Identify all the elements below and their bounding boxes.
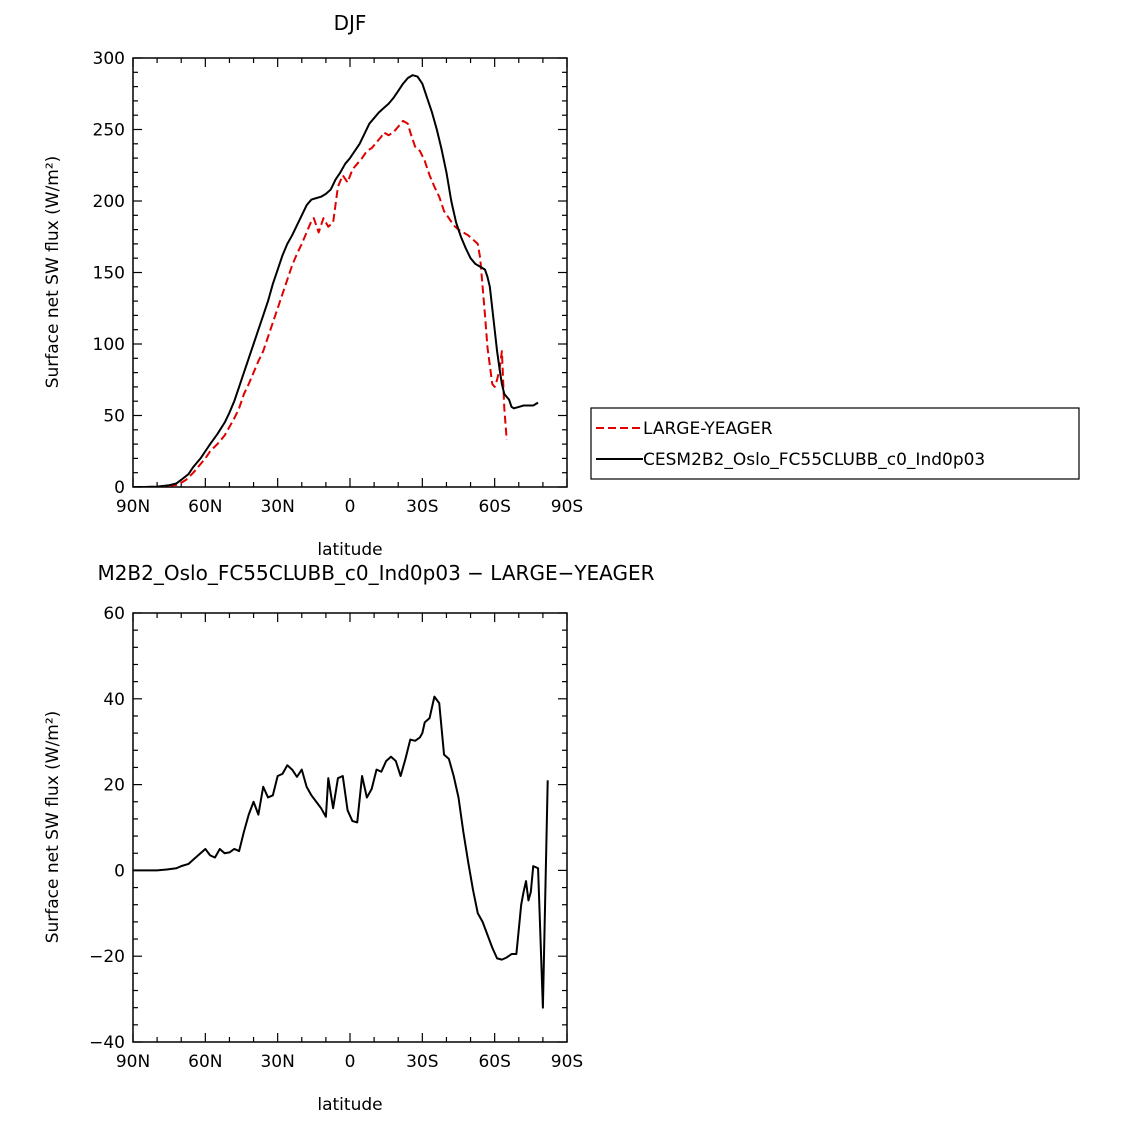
top-y-axis-label: Surface net SW flux (W/m²) (43, 156, 63, 389)
top-series-line-1 (133, 74, 539, 487)
top-legend: LARGE-YEAGER CESM2B2_Oslo_FC55CLUBB_c0_I… (590, 407, 1080, 480)
top-y-tick-label: 250 (93, 121, 125, 141)
bottom-y-tick-label: 20 (103, 776, 125, 796)
bottom-y-tick-label: 40 (103, 690, 125, 710)
top-y-tick-label: 300 (93, 49, 125, 69)
top-frame (132, 57, 568, 488)
bottom-x-tick-label: 30N (260, 1052, 294, 1072)
bottom-y-tick-label: 60 (103, 604, 125, 624)
top-series-line-0 (133, 119, 508, 487)
top-y-tick-label: 100 (93, 335, 125, 355)
top-y-tick-label: 50 (103, 407, 125, 427)
bottom-x-axis-label: latitude (317, 1095, 382, 1115)
bottom-frame (132, 612, 568, 1043)
bottom-x-tick-label: 60N (188, 1052, 222, 1072)
legend-label-cesm: CESM2B2_Oslo_FC55CLUBB_c0_Ind0p03 (643, 450, 985, 470)
bottom-x-tick-label: 30S (406, 1052, 438, 1072)
legend-box (590, 407, 1080, 480)
bottom-chart-panel: M2B2_Oslo_FC55CLUBB_c0_Ind0p03 − LARGE−Y… (43, 561, 655, 1115)
bottom-y-tick-label: −20 (89, 947, 125, 967)
bottom-x-tick-label: 90N (116, 1052, 150, 1072)
top-chart-panel: DJF 90N 60N 30N 0 30S 60S 90S 0 50 100 150 200 250 30… (43, 11, 1080, 560)
bottom-y-tick-label: −40 (89, 1033, 125, 1053)
bottom-y-tick-label: 0 (114, 861, 125, 881)
top-x-tick-label: 60S (478, 497, 510, 517)
bottom-x-tick-label: 0 (345, 1052, 356, 1072)
top-x-tick-label: 0 (345, 497, 356, 517)
bottom-plot-area: 90N 60N 30N 0 30S 60S 90S −40 −20 0 20 40 60 (89, 604, 583, 1072)
bottom-y-axis-label: Surface net SW flux (W/m²) (43, 711, 63, 944)
bottom-x-tick-label: 90S (551, 1052, 583, 1072)
legend-label-large-yeager: LARGE-YEAGER (643, 419, 773, 439)
top-x-tick-label: 30S (406, 497, 438, 517)
top-y-tick-label: 200 (93, 192, 125, 212)
bottom-chart-title: M2B2_Oslo_FC55CLUBB_c0_Ind0p03 − LARGE−Y… (97, 561, 654, 585)
top-x-tick-label: 30N (260, 497, 294, 517)
bottom-x-tick-label: 60S (478, 1052, 510, 1072)
top-y-tick-label: 150 (93, 264, 125, 284)
top-chart-title: DJF (334, 11, 367, 35)
top-x-tick-label: 90S (551, 497, 583, 517)
top-x-axis-label: latitude (317, 540, 382, 560)
top-y-tick-label: 0 (114, 478, 125, 498)
top-x-tick-label: 60N (188, 497, 222, 517)
top-plot-area: 90N 60N 30N 0 30S 60S 90S 0 50 100 150 200 250 300 (93, 49, 584, 517)
bottom-series-line-0 (133, 695, 549, 1009)
top-x-tick-label: 90N (116, 497, 150, 517)
